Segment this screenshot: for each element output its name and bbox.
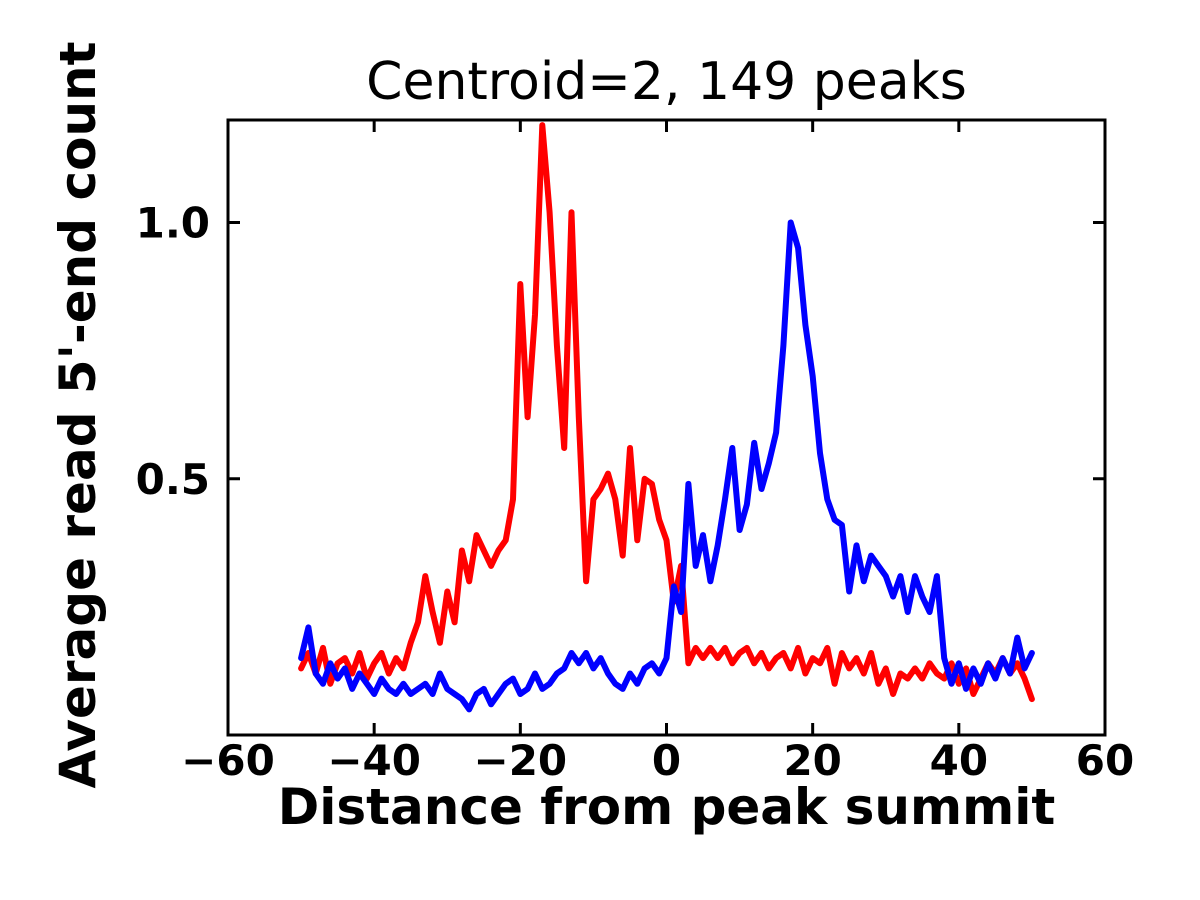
- y-tick-label: 1.0: [136, 199, 210, 248]
- y-tick-label: 0.5: [136, 455, 210, 504]
- x-tick-label: −20: [474, 736, 568, 785]
- x-tick-label: −40: [327, 736, 421, 785]
- series-line-blue: [298, 219, 1035, 713]
- x-tick-label: −60: [181, 736, 275, 785]
- x-tick-label: 0: [652, 736, 681, 785]
- chart-title: Centroid=2, 149 peaks: [366, 52, 967, 112]
- axes-frame: [226, 118, 1107, 737]
- x-axis-label: Distance from peak summit: [277, 778, 1056, 836]
- x-tick-label: 20: [783, 736, 841, 785]
- x-tick-label: 40: [930, 736, 988, 785]
- x-tick-label: 60: [1076, 736, 1134, 785]
- series-line-red: [298, 122, 1035, 703]
